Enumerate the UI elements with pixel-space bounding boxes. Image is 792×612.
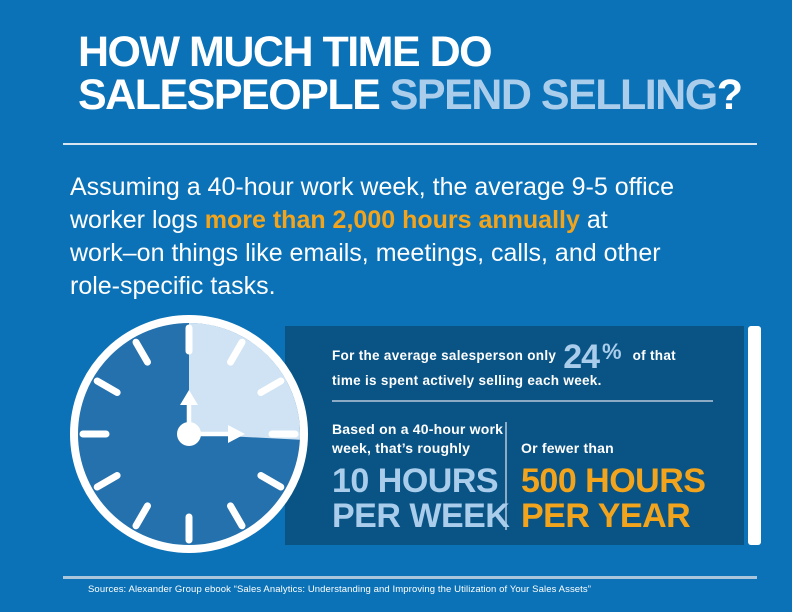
sources-text: Sources: Alexander Group ebook “Sales An… — [88, 584, 592, 595]
stat-value-24: 24 — [563, 338, 600, 376]
intro-line-1: Assuming a 40-hour work week, the averag… — [70, 173, 675, 201]
title-line-2: SALESPEOPLE SPEND SELLING? — [78, 71, 743, 119]
yearly-label: Or fewer than — [521, 440, 614, 456]
clock-tick — [226, 502, 246, 530]
weekly-big-number: 10 HOURS PER WEEK — [332, 462, 510, 535]
clock-hands — [177, 390, 245, 446]
yearly-big-number: 500 HOURS PER YEAR — [521, 462, 706, 535]
footer-divider — [63, 576, 757, 579]
clock-hand-right-arrowhead — [228, 425, 245, 443]
clock-hand-up-arrowhead — [180, 390, 198, 405]
yearly-big-line2: PER YEAR — [521, 497, 691, 535]
clock-tick — [93, 472, 121, 491]
clock-tick — [257, 377, 285, 396]
stat-tail-text: of that — [632, 348, 676, 363]
clock-tick — [226, 338, 246, 366]
panel-vertical-divider — [505, 422, 507, 530]
clock-tick — [257, 472, 285, 491]
clock-ring — [70, 315, 308, 553]
intro-line-4: role-specific tasks. — [70, 272, 276, 300]
title-line1-text: HOW MUCH TIME DO — [78, 28, 493, 76]
clock-hand-right-shaft — [189, 431, 230, 437]
weekly-label-line1: Based on a 40-hour work — [332, 421, 504, 437]
stat-percent-sign: % — [602, 339, 622, 364]
page-title: HOW MUCH TIME DO SALESPEOPLE SPEND SELLI… — [78, 31, 743, 119]
intro-line-2: worker logs more than 2,000 hours annual… — [70, 204, 674, 237]
weekly-big-line1: 10 HOURS — [332, 462, 499, 500]
clock-hand-up-shaft — [186, 403, 192, 434]
clock-tick — [132, 502, 152, 530]
intro-line2-pre: worker logs — [70, 206, 205, 234]
title-divider — [63, 143, 757, 145]
clock-hub — [177, 422, 201, 446]
title-line2-white: SALESPEOPLE — [78, 71, 390, 119]
stat-row: For the average salesperson only 24 % of… — [332, 332, 732, 374]
stat-lead-text: For the average salesperson only — [332, 348, 557, 363]
panel-horizontal-divider — [332, 400, 713, 402]
stat-line2-text: time is spent actively selling each week… — [332, 373, 602, 388]
intro-highlight-hours: more than 2,000 hours annually — [204, 206, 580, 234]
weekly-label: Based on a 40-hour work week, that’s rou… — [332, 420, 509, 458]
title-question-mark: ? — [716, 71, 743, 119]
intro-line2-post: at — [579, 206, 608, 234]
clock-wedge-24-percent — [189, 323, 301, 440]
stat-block: For the average salesperson only 24 % of… — [332, 332, 732, 388]
clock-tick — [132, 338, 152, 366]
weekly-stat-column: Based on a 40-hour work week, that’s rou… — [332, 420, 510, 535]
clock-ticks — [79, 324, 299, 544]
clock-illustration-icon — [70, 315, 308, 553]
stat-panel: For the average salesperson only 24 % of… — [285, 326, 744, 545]
intro-paragraph: Assuming a 40-hour work week, the averag… — [70, 171, 674, 303]
yearly-stat-column: Or fewer than 500 HOURS PER YEAR — [521, 420, 706, 535]
weekly-big-line2: PER WEEK — [332, 497, 510, 535]
weekly-label-line2: week, that’s roughly — [332, 440, 471, 456]
intro-line-3: work–on things like emails, meetings, ca… — [70, 239, 661, 267]
panel-accent-bar — [748, 326, 761, 545]
clock-tick — [93, 377, 121, 396]
yearly-big-line1: 500 HOURS — [521, 462, 706, 500]
title-line2-accent: SPEND SELLING — [389, 71, 718, 119]
title-line-1: HOW MUCH TIME DO — [78, 31, 741, 74]
